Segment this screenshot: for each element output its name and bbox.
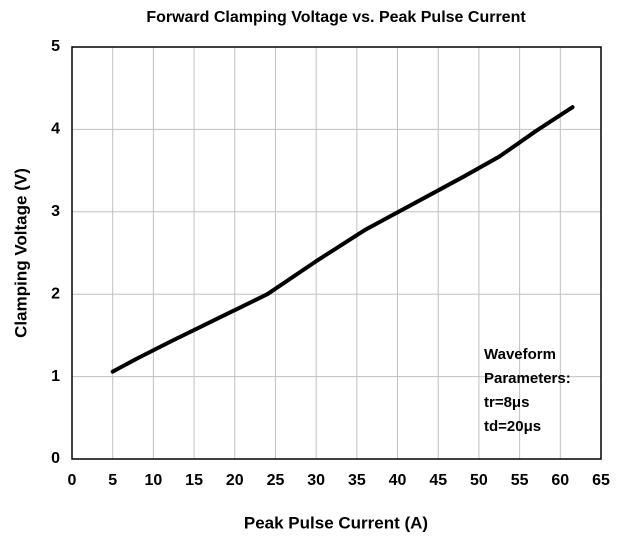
x-tick-label: 0: [68, 472, 77, 489]
y-tick-label: 1: [51, 368, 60, 385]
x-tick-label: 25: [267, 472, 285, 489]
x-tick-label: 30: [307, 472, 325, 489]
x-tick-label: 40: [389, 472, 407, 489]
data-line: [110, 105, 575, 374]
x-tick-label: 10: [144, 472, 162, 489]
annotation: td=20μs: [484, 418, 541, 435]
annotation: Parameters:: [484, 370, 571, 387]
x-tick-label: 55: [511, 472, 529, 489]
x-tick-label: 50: [470, 472, 488, 489]
y-tick-label: 3: [51, 203, 60, 220]
y-tick-label: 0: [51, 450, 60, 467]
x-tick-label: 5: [108, 472, 117, 489]
x-tick-label: 65: [592, 472, 610, 489]
x-tick-label: 60: [551, 472, 569, 489]
plot-border: [71, 46, 602, 460]
x-tick-label: 45: [429, 472, 447, 489]
annotation: tr=8μs: [484, 394, 529, 411]
y-tick-label: 2: [51, 285, 60, 302]
y-tick-label: 5: [51, 38, 60, 55]
x-tick-label: 35: [348, 472, 366, 489]
chart-title: Forward Clamping Voltage vs. Peak Pulse …: [146, 9, 526, 26]
annotation: Waveform: [484, 346, 556, 363]
x-tick-label: 20: [226, 472, 244, 489]
y-axis-label: Clamping Voltage (V): [11, 168, 30, 338]
y-tick-label: 4: [51, 121, 60, 138]
x-axis-label: Peak Pulse Current (A): [244, 513, 428, 532]
x-tick-label: 15: [185, 472, 203, 489]
